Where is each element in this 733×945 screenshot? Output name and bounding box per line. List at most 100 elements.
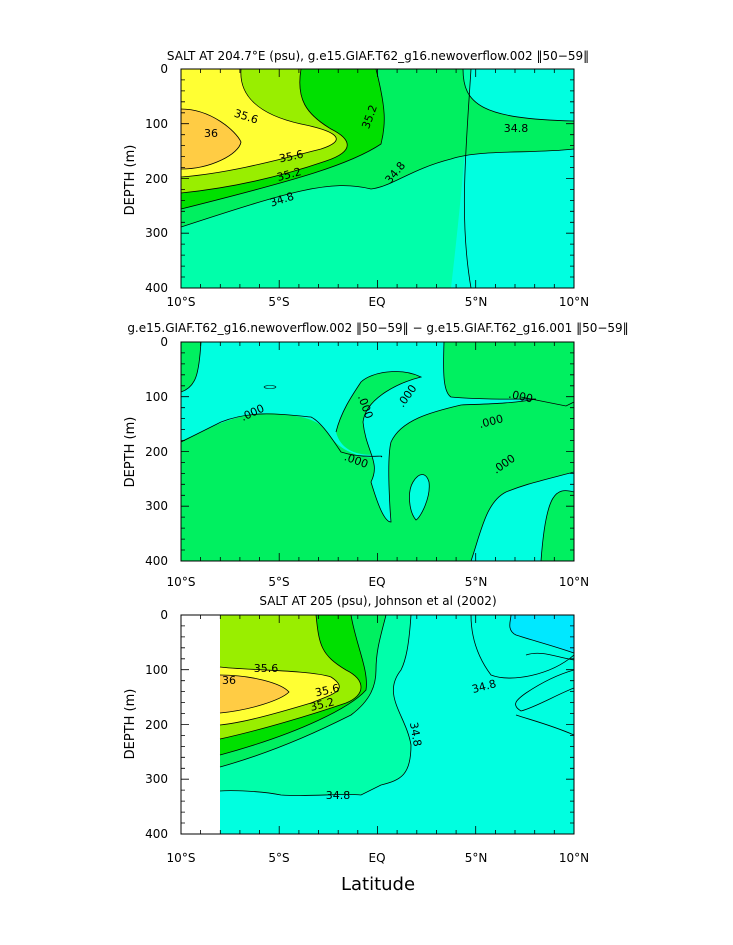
panel-2-plot [181, 342, 574, 561]
panel-2: g.e15.GIAF.T62_g16.newoverflow.002 ‖50−5… [123, 321, 629, 589]
panel-2-ticks-x [200, 342, 555, 561]
panel-2-y-ticks: 0 100 200 300 400 [145, 335, 168, 568]
panel-2-line [181, 342, 202, 393]
panel-2-x-tick: EQ [368, 575, 385, 589]
panel-2-x-tick: 5°N [465, 575, 488, 589]
panel-1-y-tick: 400 [145, 281, 168, 295]
panel-3-y-tick: 400 [145, 827, 168, 841]
panel-2-contour-label: .000 [478, 412, 505, 431]
panel-1-y-tick: 0 [160, 62, 168, 76]
panel-2-line [470, 471, 574, 561]
panel-3-line [219, 615, 412, 796]
panel-2-x-tick: 5°S [268, 575, 289, 589]
panel-2-x-tick: 10°S [167, 575, 196, 589]
panel-1-y-tick: 100 [145, 117, 168, 131]
panel-1-line [463, 69, 472, 288]
panel-1-contour-lines [181, 69, 574, 288]
panel-3-contour-label: 36 [222, 674, 236, 687]
panel-2-minor-ticks [181, 342, 574, 561]
panel-3-line [219, 666, 340, 726]
panel-3-contour-labels: 35.6 36 35.6 35.2 34.8 34.8 34.8 [222, 662, 498, 802]
panel-2-ylabel: DEPTH (m) [123, 417, 138, 488]
panel-3-x-tick: 10°S [167, 851, 196, 865]
panel-3-line [219, 615, 362, 740]
panel-1-y-tick: 300 [145, 226, 168, 240]
panel-1-contour-label: 34.8 [504, 122, 529, 135]
panel-3-title: SALT AT 205 (psu), Johnson et al (2002) [259, 594, 496, 608]
panel-2-line [335, 342, 537, 523]
panel-3-contour-lines [219, 615, 574, 796]
panel-1-line [181, 69, 337, 178]
panel-3-x-tick: 5°N [465, 851, 488, 865]
panel-2-negative-region [263, 385, 277, 389]
panel-1-x-tick: 10°N [559, 295, 589, 309]
panel-1-line [181, 69, 348, 194]
panel-2-negative-region [471, 472, 574, 561]
panel-1-line [181, 69, 385, 210]
panel-1-x-ticks: 10°S 5°S EQ 5°N 10°N [167, 295, 590, 309]
panel-3-contour-label: 34.8 [471, 677, 498, 696]
panel-2-title: g.e15.GIAF.T62_g16.newoverflow.002 ‖50−5… [127, 321, 628, 335]
panel-2-y-tick: 200 [145, 445, 168, 459]
panel-3-line [219, 615, 367, 756]
panel-1-ylabel: DEPTH (m) [123, 145, 138, 216]
panel-3: SALT AT 205 (psu), Johnson et al (2002) [123, 594, 589, 895]
panel-3-contour-label: 35.2 [309, 695, 336, 714]
panel-1-line [181, 108, 242, 170]
panel-2-y-tick: 400 [145, 554, 168, 568]
panel-3-xlabel: Latitude [341, 874, 415, 895]
panel-3-ticks-x [200, 615, 555, 834]
panel-1-contour-label: 35.6 [278, 148, 305, 166]
panel-2-x-ticks: 10°S 5°S EQ 5°N 10°N [167, 575, 590, 589]
panel-3-ylabel: DEPTH (m) [123, 689, 138, 760]
panel-2-y-tick: 100 [145, 390, 168, 404]
panel-3-ticks-y [181, 625, 574, 824]
panel-1-ticks-x [200, 69, 555, 288]
panel-1-plot [181, 69, 574, 288]
panel-2-contour-label: .000 [507, 388, 534, 406]
panel-2-line [409, 474, 430, 521]
panel-1-y-ticks: 0 100 200 300 400 [145, 62, 168, 295]
panel-3-line [509, 615, 574, 654]
panel-3-y-ticks: 0 100 200 300 400 [145, 608, 168, 841]
panel-3-y-tick: 0 [160, 608, 168, 622]
panel-2-ticks-y [181, 352, 574, 551]
panel-3-x-tick: 5°S [268, 851, 289, 865]
panel-1-x-tick: 5°S [268, 295, 289, 309]
panel-3-line [219, 615, 387, 768]
panel-1-contour-label: 35.2 [276, 165, 303, 184]
panel-3-x-ticks: 10°S 5°S EQ 5°N 10°N [167, 851, 590, 865]
panel-1-contour-label: 36 [204, 127, 218, 140]
panel-3-line [525, 652, 574, 661]
panel-2-line [540, 490, 574, 561]
panel-3-contour-label: 34.8 [407, 721, 424, 747]
panel-1-band-36.4 [181, 109, 241, 169]
panel-2-y-tick: 0 [160, 335, 168, 349]
panel-3-contour-label: 35.6 [314, 682, 341, 700]
panel-1-line [462, 69, 574, 122]
panel-1-x-tick: 5°N [465, 295, 488, 309]
panel-2-line [181, 413, 383, 458]
panel-1-ticks-y [181, 79, 574, 278]
panel-3-contour-label: 35.6 [254, 662, 279, 675]
panel-3-band-36.4 [220, 675, 289, 713]
panel-2-y-tick: 300 [145, 499, 168, 513]
panel-3-line [219, 674, 290, 714]
panel-1: SALT AT 204.7°E (psu), g.e15.GIAF.T62_g1… [123, 49, 589, 309]
panel-1-line [181, 148, 574, 228]
panel-2-line [520, 396, 574, 407]
panel-2-negative-region [409, 474, 430, 520]
panel-1-minor-ticks [181, 69, 574, 288]
panel-2-contour-lines [181, 342, 574, 561]
panel-3-y-tick: 100 [145, 663, 168, 677]
panel-3-minor-ticks [181, 615, 574, 834]
panel-3-plot [181, 615, 574, 834]
panel-1-x-tick: EQ [368, 295, 385, 309]
panel-3-line [470, 615, 574, 679]
panel-1-x-tick: 10°S [167, 295, 196, 309]
panel-3-x-tick: EQ [368, 851, 385, 865]
panel-3-contour-label: 34.8 [326, 789, 351, 802]
panel-3-y-tick: 300 [145, 772, 168, 786]
panel-2-x-tick: 10°N [559, 575, 589, 589]
